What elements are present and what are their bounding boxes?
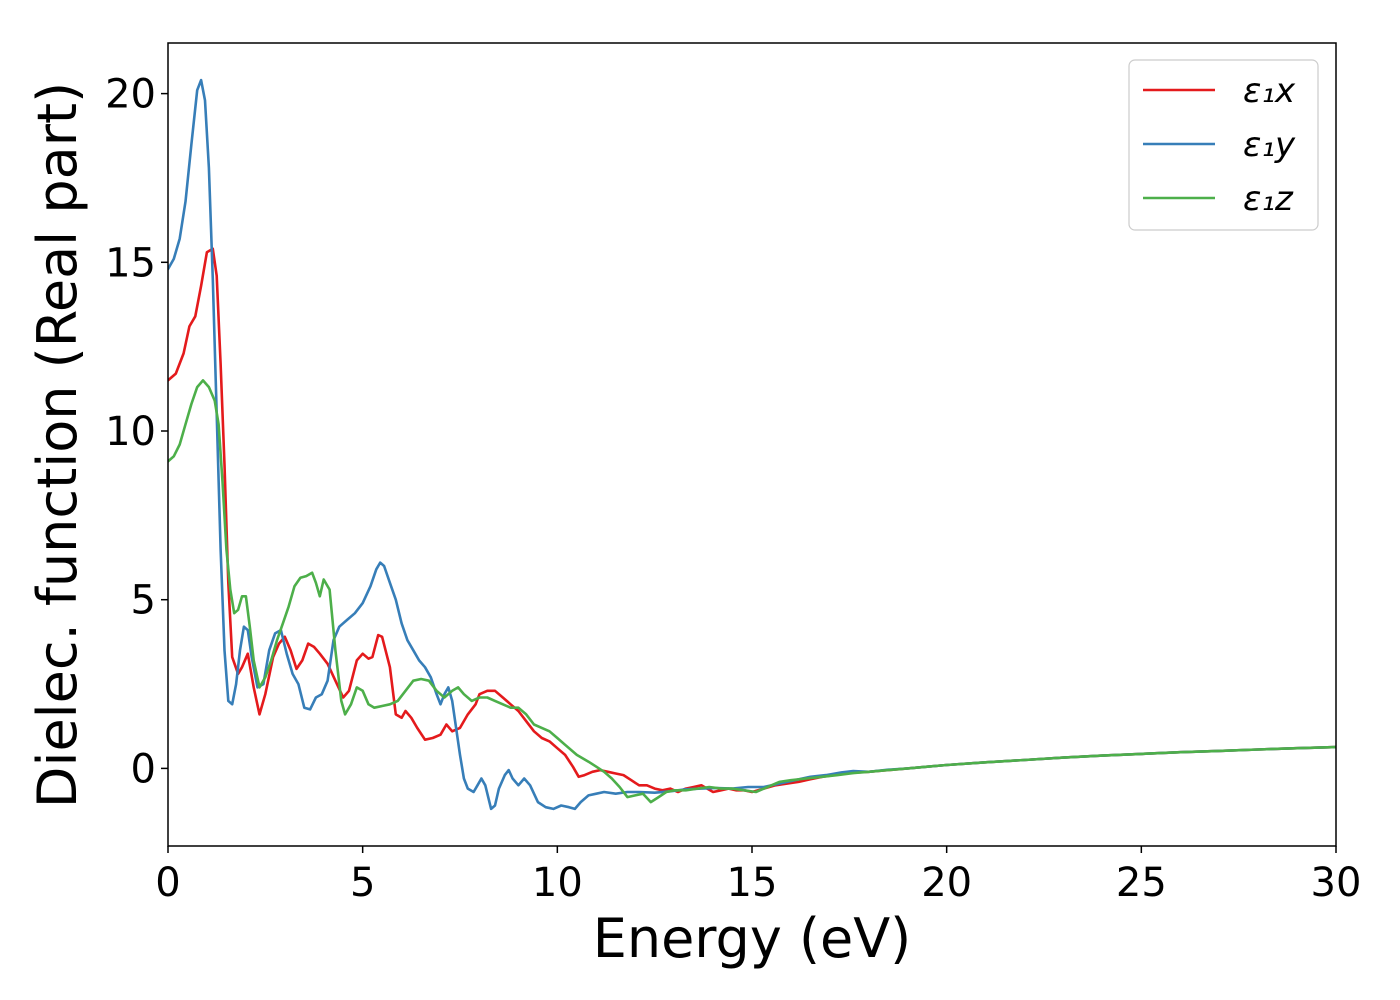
series-line-3 xyxy=(168,379,1336,804)
y-axis-ticks: 0 5 10 15 20 xyxy=(105,72,168,792)
y-tick-label: 20 xyxy=(105,72,156,118)
series-layer xyxy=(168,78,1336,811)
x-tick-label: 30 xyxy=(1311,860,1362,906)
x-tick-label: 10 xyxy=(532,860,583,906)
x-tick-label: 5 xyxy=(350,860,375,906)
x-axis-label: Energy (eV) xyxy=(593,907,912,970)
x-tick-label: 0 xyxy=(155,860,180,906)
y-tick-label: 10 xyxy=(105,409,156,455)
legend-label: ε₁z xyxy=(1243,179,1294,219)
x-tick-label: 20 xyxy=(921,860,972,906)
y-tick-label: 15 xyxy=(105,240,156,286)
y-tick-label: 0 xyxy=(131,746,156,792)
x-tick-label: 15 xyxy=(727,860,778,906)
y-axis-label: Dielec. function (Real part) xyxy=(26,82,89,808)
legend: ε₁x ε₁y ε₁z xyxy=(1128,59,1319,231)
x-axis-ticks: 0 5 10 15 20 25 30 xyxy=(155,846,1361,906)
legend-label: ε₁y xyxy=(1243,125,1296,165)
x-tick-label: 25 xyxy=(1116,860,1167,906)
legend-label: ε₁x xyxy=(1243,71,1296,111)
y-tick-label: 5 xyxy=(131,578,156,624)
legend-box xyxy=(1128,59,1319,231)
